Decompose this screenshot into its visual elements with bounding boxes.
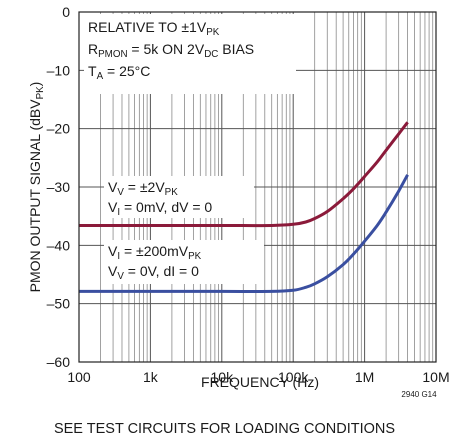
y-tick-label: –60 xyxy=(47,354,71,370)
y-tick-label: –20 xyxy=(47,121,71,137)
conditions-background xyxy=(84,14,296,94)
y-axis-title: PMON OUTPUT SIGNAL (dBVPK) xyxy=(27,82,46,293)
series-label-background xyxy=(104,176,254,218)
series-label-line: VI = ±200mVPK xyxy=(108,243,202,262)
series-line-1 xyxy=(78,121,409,228)
x-tick-label: 10k xyxy=(211,369,235,385)
x-axis-title: FREQUENCY (Hz) xyxy=(201,374,319,390)
caption: SEE TEST CIRCUITS FOR LOADING CONDITIONS xyxy=(54,421,395,437)
series-label-background xyxy=(104,240,264,284)
series-label-line: VV = ±2VPK xyxy=(108,179,178,198)
series-label-line: VV = 0V, dI = 0 xyxy=(108,263,199,282)
plot-frame xyxy=(78,11,437,363)
y-tick-label: –50 xyxy=(47,296,71,312)
condition-line: TA = 25°C xyxy=(88,63,150,82)
condition-line: RELATIVE TO ±1VPK xyxy=(88,19,220,38)
x-tick-label: 100 xyxy=(67,369,91,385)
test-conditions: RELATIVE TO ±1VPK RPMON = 5k ON 2VDC BIAS… xyxy=(84,14,296,94)
series-line-2 xyxy=(79,174,409,293)
y-tick-label: –10 xyxy=(47,62,71,78)
y-tick-label: –40 xyxy=(47,237,71,253)
condition-line: RPMON = 5k ON 2VDC BIAS xyxy=(88,41,254,60)
y-tick-label: –30 xyxy=(47,179,71,195)
x-tick-label: 100k xyxy=(278,369,309,385)
series xyxy=(78,121,409,293)
y-tick-label: 0 xyxy=(62,4,70,20)
x-tick-label: 1M xyxy=(355,369,374,385)
x-tick-label: 10M xyxy=(422,369,449,385)
figure-code: 2940 G14 xyxy=(401,390,437,399)
x-tick-label: 1k xyxy=(143,369,159,385)
series-label-line: VI = 0mV, dV = 0 xyxy=(108,199,212,218)
